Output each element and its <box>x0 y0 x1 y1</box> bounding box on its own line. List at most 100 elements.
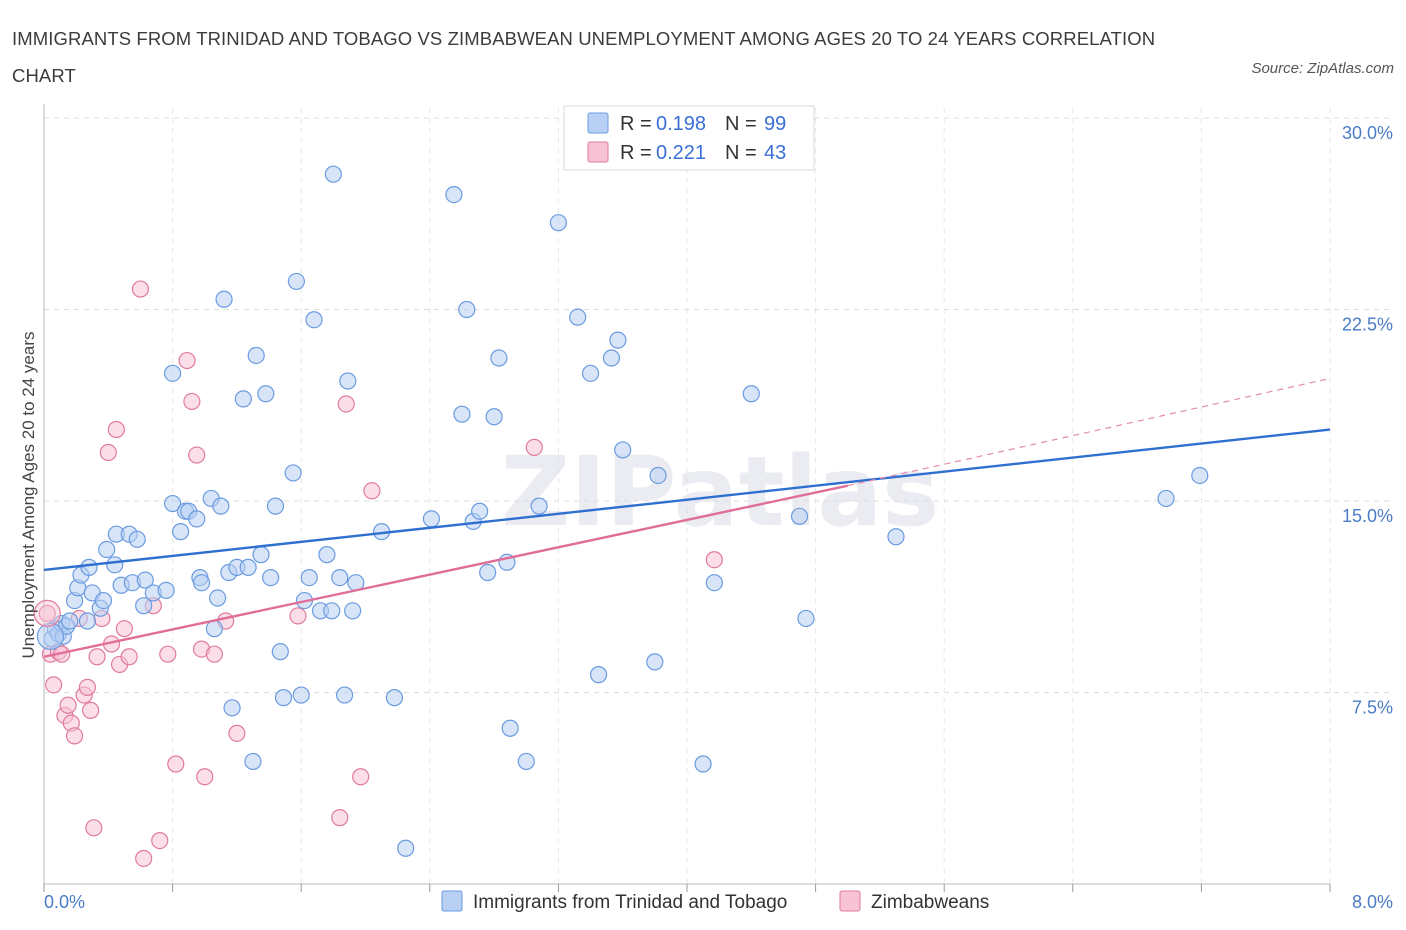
data-point <box>363 482 381 500</box>
data-point <box>188 510 206 528</box>
data-point <box>1191 466 1209 485</box>
legend-n-label: N = <box>725 113 757 135</box>
legend-swatch <box>587 112 609 134</box>
data-point <box>422 510 441 528</box>
data-point <box>694 755 712 773</box>
data-point <box>339 372 357 390</box>
data-point <box>135 849 153 868</box>
data-point <box>183 392 201 411</box>
data-point <box>331 568 349 587</box>
data-point <box>192 574 211 592</box>
data-point <box>609 331 627 349</box>
data-point <box>331 809 349 827</box>
trend-lines <box>43 377 1331 658</box>
data-point <box>1157 489 1175 508</box>
data-point <box>78 612 97 630</box>
data-point <box>167 755 185 773</box>
legend-swatch <box>587 141 609 163</box>
data-point <box>36 622 65 650</box>
data-point <box>115 620 133 638</box>
y-tick-labels: 7.5% 15.0% 22.5% 30.0% <box>1342 123 1393 718</box>
data-point <box>445 186 463 204</box>
data-point <box>549 214 568 232</box>
data-point <box>300 568 318 587</box>
data-point <box>223 699 241 717</box>
y-tick-label: 22.5% <box>1342 315 1393 335</box>
data-point <box>239 558 257 576</box>
chart-title: IMMIGRANTS FROM TRINIDAD AND TOBAGO VS Z… <box>12 28 1156 86</box>
data-point <box>215 290 233 308</box>
data-point <box>501 719 519 737</box>
data-point <box>257 385 275 403</box>
data-point <box>289 607 307 625</box>
data-point <box>252 546 270 564</box>
data-point <box>98 540 116 559</box>
data-point <box>228 724 246 742</box>
data-point <box>385 689 404 707</box>
data-point <box>292 686 310 704</box>
data-point <box>120 648 138 666</box>
data-point <box>178 351 196 370</box>
data-point <box>106 556 124 574</box>
data-point <box>344 602 362 620</box>
data-points <box>33 165 1209 868</box>
axes <box>43 104 1331 892</box>
data-point <box>212 497 230 515</box>
data-point <box>172 523 190 541</box>
data-point <box>244 752 262 771</box>
data-point <box>85 819 103 837</box>
data-point <box>530 497 548 515</box>
data-point <box>790 507 809 525</box>
data-point <box>517 752 535 771</box>
data-point <box>336 686 354 704</box>
data-point <box>164 494 182 513</box>
trend-line-trinidad <box>43 428 1331 572</box>
source-label: Source: ZipAtlas.com <box>1251 60 1394 77</box>
data-point <box>45 676 63 694</box>
data-point <box>262 568 280 587</box>
data-point <box>705 574 723 592</box>
x-tick-label: 8.0% <box>1352 892 1393 912</box>
bottom-legend-swatch <box>839 890 861 912</box>
data-point <box>80 558 98 576</box>
data-point <box>614 441 632 459</box>
data-point <box>305 311 323 329</box>
data-point <box>274 689 293 707</box>
data-point <box>271 643 289 661</box>
bottom-legend-swatch <box>441 890 463 912</box>
data-point <box>266 497 285 515</box>
legend-n-value: 43 <box>764 142 786 164</box>
data-point <box>247 346 265 365</box>
legend-n-label: N = <box>725 142 757 164</box>
data-point <box>88 648 106 666</box>
data-point <box>525 438 543 456</box>
data-point <box>135 597 153 615</box>
data-point <box>602 349 621 367</box>
legend-r-value: 0.198 <box>656 113 706 135</box>
y-axis-label: Unemployment Among Ages 20 to 24 years <box>19 332 38 659</box>
data-point <box>131 280 150 298</box>
data-point <box>705 551 723 569</box>
data-point <box>196 768 214 786</box>
y-tick-label: 7.5% <box>1352 698 1393 718</box>
bottom-legend-label: Immigrants from Trinidad and Tobago <box>473 892 787 913</box>
data-point <box>188 446 206 464</box>
data-point <box>78 678 97 696</box>
data-point <box>205 645 223 663</box>
x-tick-label: 0.0% <box>44 892 85 912</box>
legend: R = 0.198 N = 99 R = 0.221 N = 43 <box>563 105 815 171</box>
data-point <box>159 645 177 663</box>
data-point <box>61 612 79 630</box>
data-point <box>479 563 497 582</box>
data-point <box>458 300 476 319</box>
trend-line-zimbabwean <box>43 484 848 658</box>
trend-line-zimbabwean-extension <box>847 377 1331 487</box>
data-point <box>397 839 415 857</box>
data-point <box>59 696 77 714</box>
y-tick-label: 30.0% <box>1342 123 1393 143</box>
data-point <box>157 581 175 599</box>
data-point <box>453 405 471 423</box>
data-point <box>136 571 154 589</box>
data-point <box>99 443 117 462</box>
